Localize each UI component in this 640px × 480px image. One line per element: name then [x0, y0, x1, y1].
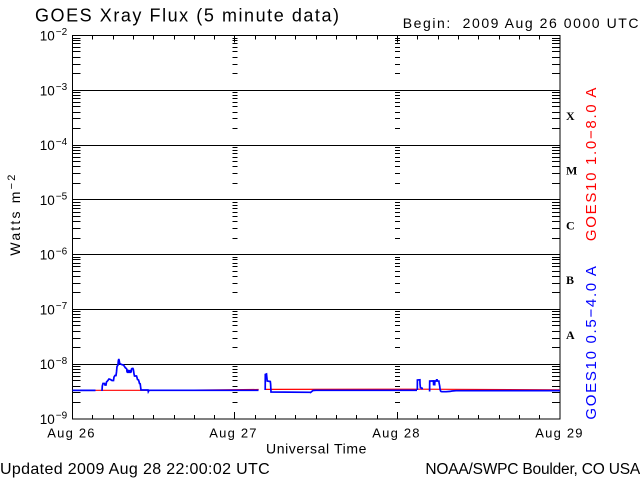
- svg-text:−8: −8: [56, 356, 68, 367]
- svg-text:Aug 28: Aug 28: [372, 426, 420, 441]
- svg-text:B: B: [566, 273, 574, 287]
- svg-text:Aug 29: Aug 29: [535, 426, 583, 441]
- svg-text:C: C: [566, 218, 575, 232]
- svg-text:−2: −2: [56, 27, 68, 38]
- svg-text:10: 10: [40, 248, 55, 263]
- svg-text:−3: −3: [56, 82, 68, 93]
- svg-text:10: 10: [40, 29, 55, 44]
- svg-text:10: 10: [40, 83, 55, 98]
- svg-text:−9: −9: [56, 411, 68, 422]
- svg-text:X: X: [566, 109, 575, 123]
- svg-text:−6: −6: [56, 246, 68, 257]
- svg-text:Watts m−2: Watts m−2: [6, 172, 23, 255]
- svg-text:Begin: 2009 Aug 26 0000 UTC: Begin: 2009 Aug 26 0000 UTC: [403, 15, 640, 31]
- svg-text:NOAA/SWPC Boulder, CO USA: NOAA/SWPC Boulder, CO USA: [425, 461, 640, 478]
- svg-text:GOES10 0.5−4.0 A: GOES10 0.5−4.0 A: [583, 264, 600, 419]
- svg-text:Aug 27: Aug 27: [209, 426, 257, 441]
- svg-text:A: A: [566, 328, 575, 342]
- svg-text:10: 10: [40, 138, 55, 153]
- svg-text:M: M: [566, 164, 577, 178]
- svg-text:GOES Xray Flux (5 minute data): GOES Xray Flux (5 minute data): [35, 6, 341, 26]
- svg-text:GOES10 1.0−8.0 A: GOES10 1.0−8.0 A: [583, 86, 600, 241]
- svg-text:Universal Time: Universal Time: [266, 441, 367, 457]
- svg-text:−7: −7: [56, 301, 68, 312]
- svg-text:10: 10: [40, 357, 55, 372]
- svg-text:10: 10: [40, 193, 55, 208]
- svg-text:10: 10: [40, 302, 55, 317]
- svg-text:−5: −5: [56, 192, 68, 203]
- svg-text:−4: −4: [56, 137, 68, 148]
- svg-text:Updated 2009 Aug 28 22:00:02 U: Updated 2009 Aug 28 22:00:02 UTC: [0, 461, 270, 478]
- svg-text:10: 10: [40, 412, 55, 427]
- svg-text:Aug 26: Aug 26: [47, 426, 95, 441]
